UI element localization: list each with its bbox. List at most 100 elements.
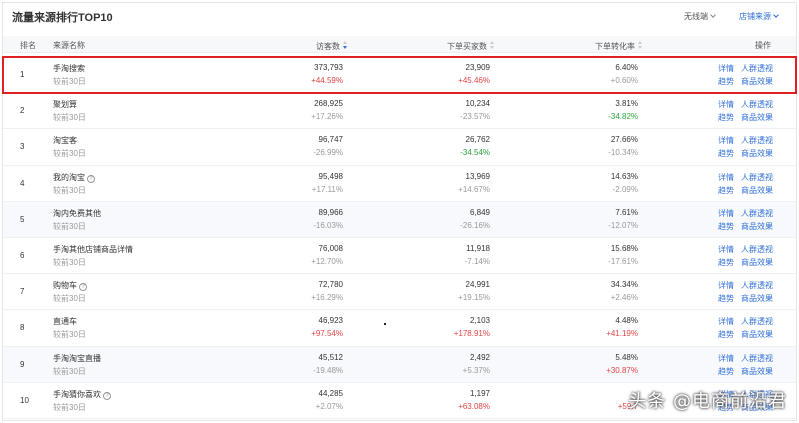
trend-link[interactable]: 趋势 bbox=[718, 185, 734, 195]
conversion-value: 34.34% bbox=[610, 280, 638, 290]
buyers-change: +63.08% bbox=[458, 401, 490, 411]
product-effect-link[interactable]: 商品效果 bbox=[741, 185, 773, 195]
conversion-change: -34.82% bbox=[608, 112, 638, 122]
crowd-insight-link[interactable]: 人群透视 bbox=[741, 172, 773, 182]
source-name-text: 直通车 bbox=[53, 317, 77, 327]
crowd-insight-link[interactable]: 人群透视 bbox=[741, 281, 773, 291]
crowd-insight-link[interactable]: 人群透视 bbox=[741, 317, 773, 327]
buyers-change: -26.16% bbox=[460, 220, 490, 230]
source-name-text: 购物车 bbox=[53, 281, 77, 291]
visitors-value: 76,008 bbox=[318, 243, 343, 253]
sort-desc-icon[interactable] bbox=[343, 41, 348, 50]
table-row: 3 淘宝客 较前30日 96,747 -26.99% 26,762 -34.54% 27.66… bbox=[3, 129, 796, 166]
help-icon[interactable]: ? bbox=[103, 391, 111, 400]
source-name: 购物车? bbox=[53, 280, 87, 292]
crowd-insight-link[interactable]: 人群透视 bbox=[741, 244, 773, 254]
detail-link[interactable]: 详情 bbox=[718, 389, 734, 399]
rank: 8 bbox=[20, 323, 25, 333]
source-name: 手淘猜你喜欢? bbox=[53, 389, 111, 400]
crowd-insight-link[interactable]: 人群透视 bbox=[741, 64, 773, 73]
detail-link[interactable]: 详情 bbox=[718, 244, 734, 254]
product-effect-link[interactable]: 商品效果 bbox=[741, 257, 773, 267]
table-header: 排名 来源名称 访客数 下单买家数 下单转化率 操作 bbox=[3, 36, 796, 53]
buyers-change: -23.57% bbox=[460, 112, 490, 122]
table-row: 4 我的淘宝? 较前30日 95,498 +17.11% 13,969 +14.67% 14.… bbox=[3, 166, 796, 202]
sort-icon[interactable] bbox=[638, 41, 643, 50]
col-conversion[interactable]: 下单转化率 bbox=[595, 40, 643, 52]
conversion-change: -2.09% bbox=[612, 184, 638, 194]
product-effect-link[interactable]: 商品效果 bbox=[741, 113, 773, 123]
help-icon[interactable]: ? bbox=[79, 283, 87, 292]
source-name-text: 手淘其他店铺商品详情 bbox=[53, 244, 133, 254]
trend-link[interactable]: 趋势 bbox=[718, 113, 734, 123]
trend-link[interactable]: 趋势 bbox=[718, 402, 734, 412]
chevron-down-icon bbox=[710, 12, 716, 18]
trend-link[interactable]: 趋势 bbox=[718, 294, 734, 304]
product-effect-link[interactable]: 商品效果 bbox=[741, 294, 773, 304]
help-icon[interactable]: ? bbox=[87, 174, 95, 183]
trend-link[interactable]: 趋势 bbox=[718, 221, 734, 231]
buyers-value: 11,918 bbox=[466, 243, 490, 253]
table-row: 7 购物车? 较前30日 72,780 +16.29% 24,991 +19.15% 34.3… bbox=[3, 274, 796, 311]
product-effect-link[interactable]: 商品效果 bbox=[741, 366, 773, 376]
trend-link[interactable]: 趋势 bbox=[718, 149, 734, 159]
col-buyers[interactable]: 下单买家数 bbox=[447, 40, 495, 52]
product-effect-link[interactable]: 商品效果 bbox=[741, 77, 773, 86]
trend-link[interactable]: 趋势 bbox=[718, 330, 734, 340]
crowd-insight-link[interactable]: 人群透视 bbox=[741, 208, 773, 218]
buyers-change: +14.67% bbox=[458, 184, 490, 194]
visitors-value: 373,793 bbox=[314, 63, 343, 72]
compare-label: 较前30日 bbox=[53, 221, 86, 231]
col-rank: 排名 bbox=[20, 41, 36, 50]
table-row: 10 手淘猜你喜欢? 较前30日 44,285 +2.07% 1,197 +63.08% +5… bbox=[3, 383, 796, 419]
detail-link[interactable]: 详情 bbox=[718, 317, 734, 327]
trend-link[interactable]: 趋势 bbox=[718, 257, 734, 267]
trend-link[interactable]: 趋势 bbox=[718, 77, 734, 86]
buyers-value: 1,197 bbox=[469, 388, 490, 398]
compare-label: 较前30日 bbox=[53, 366, 86, 376]
source-name: 手淘淘宝直播 bbox=[53, 353, 101, 364]
crowd-insight-link[interactable]: 人群透视 bbox=[741, 389, 773, 399]
store-source-label: 店铺来源 bbox=[739, 12, 771, 21]
compare-label: 较前30日 bbox=[53, 77, 86, 86]
crowd-insight-link[interactable]: 人群透视 bbox=[741, 100, 773, 110]
visitors-value: 45,512 bbox=[318, 352, 343, 362]
product-effect-link[interactable]: 商品效果 bbox=[741, 221, 773, 231]
device-filter-label: 无线端 bbox=[684, 12, 708, 21]
col-visitors[interactable]: 访客数 bbox=[316, 40, 348, 52]
conversion-change: +41.19% bbox=[606, 329, 638, 339]
rank: 7 bbox=[20, 287, 25, 297]
col-visitors-label: 访客数 bbox=[316, 42, 340, 51]
source-name-text: 我的淘宝 bbox=[53, 172, 85, 182]
product-effect-link[interactable]: 商品效果 bbox=[741, 330, 773, 340]
detail-link[interactable]: 详情 bbox=[718, 64, 734, 73]
crowd-insight-link[interactable]: 人群透视 bbox=[741, 353, 773, 363]
visitors-value: 89,966 bbox=[318, 207, 343, 217]
col-source: 来源名称 bbox=[53, 41, 85, 50]
store-source-dropdown[interactable]: 店铺来源 bbox=[739, 11, 779, 22]
product-effect-link[interactable]: 商品效果 bbox=[741, 402, 773, 412]
compare-label: 较前30日 bbox=[53, 402, 86, 412]
product-effect-link[interactable]: 商品效果 bbox=[741, 149, 773, 159]
trend-link[interactable]: 趋势 bbox=[718, 366, 734, 376]
detail-link[interactable]: 详情 bbox=[718, 281, 734, 291]
compare-label: 较前30日 bbox=[53, 185, 86, 195]
detail-link[interactable]: 详情 bbox=[718, 100, 734, 110]
conversion-value: 4.48% bbox=[615, 316, 638, 326]
conversion-value: 5.48% bbox=[615, 352, 638, 362]
buyers-value: 2,492 bbox=[469, 352, 490, 362]
compare-label: 较前30日 bbox=[53, 330, 86, 340]
sort-icon[interactable] bbox=[490, 41, 495, 50]
detail-link[interactable]: 详情 bbox=[718, 136, 734, 146]
detail-link[interactable]: 详情 bbox=[718, 208, 734, 218]
visitors-change: +97.54% bbox=[311, 329, 343, 339]
source-name: 淘宝客 bbox=[53, 135, 77, 146]
source-name-text: 手淘淘宝直播 bbox=[53, 353, 101, 363]
detail-link[interactable]: 详情 bbox=[718, 353, 734, 363]
conversion-value: 15.68% bbox=[610, 243, 638, 253]
crowd-insight-link[interactable]: 人群透视 bbox=[741, 136, 773, 146]
device-filter-dropdown[interactable]: 无线端 bbox=[684, 11, 716, 22]
detail-link[interactable]: 详情 bbox=[718, 172, 734, 182]
buyers-value: 6,849 bbox=[469, 207, 490, 217]
